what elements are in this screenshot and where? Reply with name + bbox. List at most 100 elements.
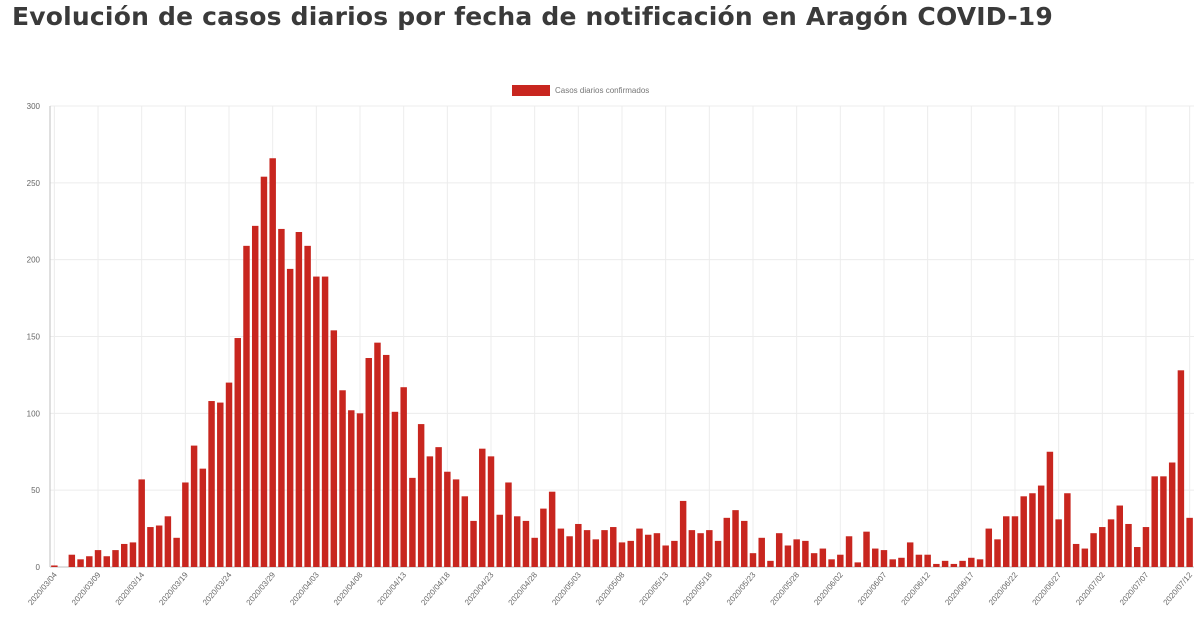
bar[interactable]	[723, 517, 731, 567]
bar[interactable]	[1186, 517, 1193, 567]
bar[interactable]	[496, 514, 503, 567]
bar[interactable]	[819, 548, 827, 567]
bar[interactable]	[313, 276, 320, 567]
bar[interactable]	[548, 491, 556, 567]
bar[interactable]	[374, 342, 381, 567]
bar[interactable]	[1020, 496, 1027, 567]
bar[interactable]	[1142, 527, 1150, 567]
bar[interactable]	[1099, 527, 1106, 567]
bar[interactable]	[147, 527, 154, 567]
bar[interactable]	[243, 245, 250, 567]
bar[interactable]	[924, 554, 931, 567]
bar[interactable]	[566, 536, 573, 567]
bar[interactable]	[732, 510, 739, 567]
bar[interactable]	[1081, 548, 1089, 567]
bar[interactable]	[688, 530, 696, 567]
bar[interactable]	[557, 528, 565, 567]
bar[interactable]	[173, 537, 180, 567]
bar[interactable]	[1125, 523, 1132, 567]
bar[interactable]	[618, 542, 626, 567]
bar[interactable]	[854, 562, 862, 567]
bar[interactable]	[304, 245, 311, 567]
bar[interactable]	[199, 468, 207, 567]
bar[interactable]	[452, 479, 460, 567]
bar[interactable]	[775, 533, 783, 567]
bar[interactable]	[1064, 493, 1071, 567]
bar[interactable]	[356, 413, 364, 567]
bar[interactable]	[479, 448, 486, 567]
bar[interactable]	[610, 527, 617, 567]
bar[interactable]	[845, 536, 853, 567]
bar[interactable]	[767, 560, 774, 567]
bar[interactable]	[190, 445, 198, 567]
bar[interactable]	[679, 500, 687, 567]
bar[interactable]	[417, 424, 425, 567]
bar[interactable]	[339, 390, 346, 567]
bar[interactable]	[828, 559, 835, 567]
bar[interactable]	[217, 402, 224, 567]
bar[interactable]	[426, 456, 434, 567]
bar[interactable]	[461, 496, 469, 567]
bar[interactable]	[470, 520, 477, 567]
bar[interactable]	[583, 530, 591, 567]
bar[interactable]	[225, 382, 233, 567]
bar[interactable]	[138, 479, 145, 567]
bar[interactable]	[1160, 476, 1167, 567]
bar[interactable]	[627, 540, 634, 567]
bar[interactable]	[260, 176, 268, 567]
bar[interactable]	[182, 482, 189, 567]
bar[interactable]	[112, 550, 119, 567]
bar[interactable]	[400, 387, 407, 567]
bar[interactable]	[1072, 543, 1080, 567]
bar[interactable]	[592, 539, 600, 567]
bar[interactable]	[863, 531, 870, 567]
bar[interactable]	[933, 563, 940, 567]
bar[interactable]	[662, 545, 669, 567]
bar[interactable]	[1168, 462, 1176, 567]
bar[interactable]	[278, 228, 285, 567]
bar[interactable]	[1037, 485, 1045, 567]
bar[interactable]	[976, 559, 984, 567]
bar[interactable]	[94, 550, 102, 567]
bar[interactable]	[1090, 533, 1097, 567]
bar[interactable]	[321, 276, 329, 567]
bar[interactable]	[741, 520, 748, 567]
bar[interactable]	[1046, 451, 1054, 567]
bar[interactable]	[103, 556, 110, 567]
bar[interactable]	[793, 539, 800, 567]
bar[interactable]	[671, 540, 678, 567]
bar[interactable]	[121, 543, 128, 567]
bar[interactable]	[758, 537, 765, 567]
bar[interactable]	[968, 557, 975, 567]
bar[interactable]	[505, 482, 512, 567]
bar[interactable]	[802, 540, 809, 567]
bar[interactable]	[522, 520, 530, 567]
bar[interactable]	[86, 556, 93, 567]
bar[interactable]	[531, 537, 538, 567]
bar[interactable]	[234, 338, 241, 567]
bar[interactable]	[208, 401, 215, 567]
bar[interactable]	[1151, 476, 1158, 567]
bar[interactable]	[575, 523, 582, 567]
bar[interactable]	[1055, 519, 1062, 567]
bar[interactable]	[348, 410, 355, 567]
bar[interactable]	[382, 354, 390, 567]
bar[interactable]	[784, 545, 792, 567]
bar[interactable]	[1029, 493, 1036, 567]
bar[interactable]	[409, 477, 416, 567]
bar[interactable]	[51, 565, 58, 567]
bar[interactable]	[898, 557, 905, 567]
bar[interactable]	[749, 553, 757, 567]
bar[interactable]	[1134, 547, 1141, 567]
bar[interactable]	[810, 553, 818, 567]
bar[interactable]	[872, 548, 879, 567]
bar[interactable]	[714, 540, 722, 567]
bar[interactable]	[601, 530, 608, 567]
chart-legend[interactable]: Casos diarios confirmados	[512, 85, 649, 96]
bar[interactable]	[164, 516, 172, 567]
bar[interactable]	[1116, 505, 1123, 567]
bar[interactable]	[1011, 516, 1019, 567]
bar[interactable]	[444, 471, 451, 567]
bar[interactable]	[889, 559, 896, 567]
bar[interactable]	[435, 447, 442, 567]
